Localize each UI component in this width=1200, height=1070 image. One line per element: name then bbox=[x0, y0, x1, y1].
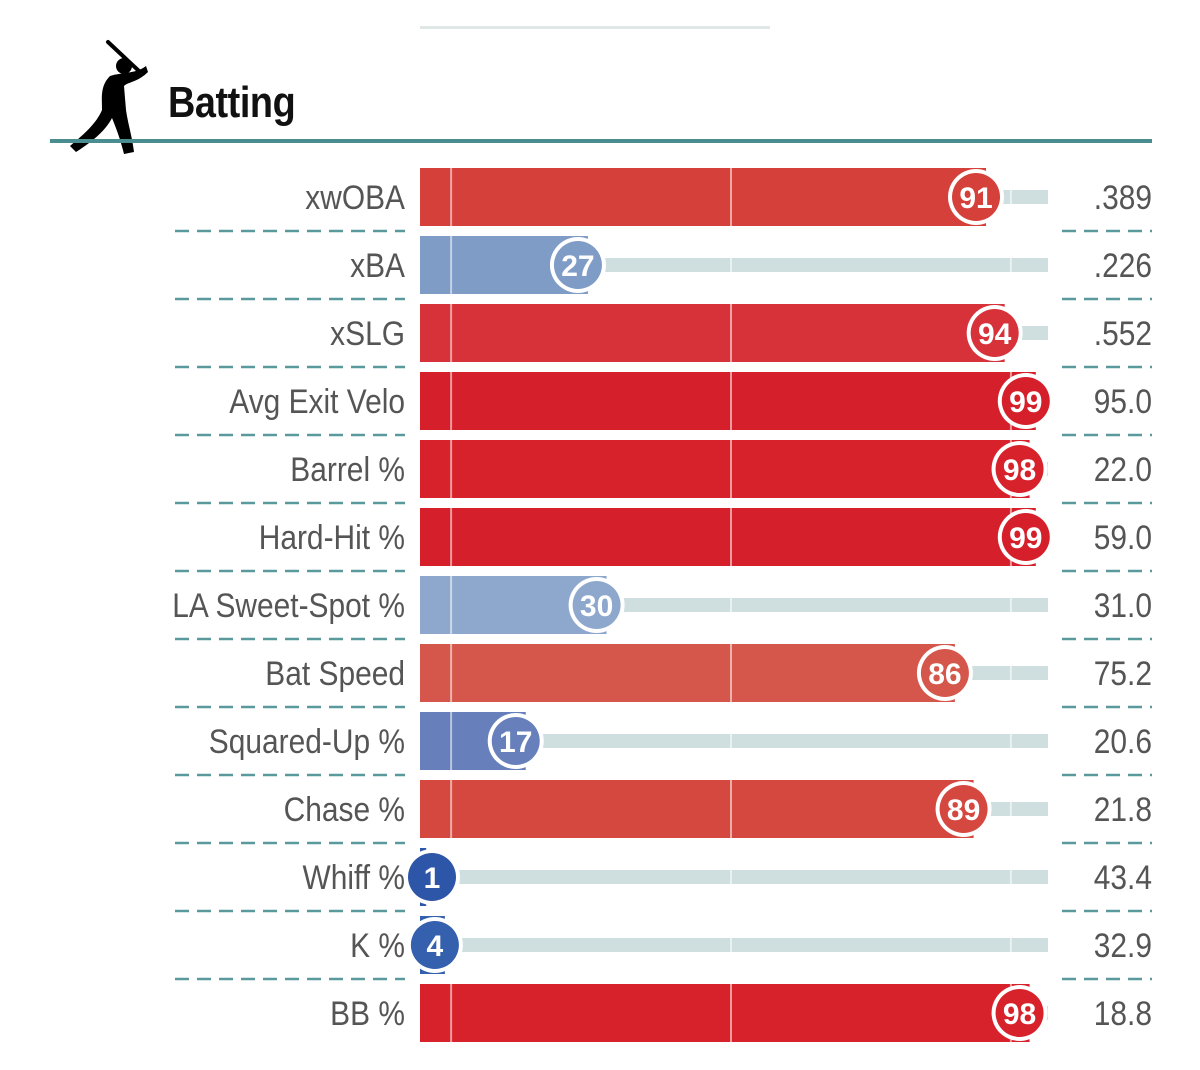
track-1 bbox=[587, 258, 1048, 272]
percentile-label: 99 bbox=[1009, 386, 1042, 419]
category-label: K % bbox=[350, 926, 405, 964]
batter-silhouette-icon bbox=[70, 40, 148, 154]
track-10 bbox=[426, 870, 1049, 884]
bar-12 bbox=[420, 984, 1030, 1042]
stat-value: 95.0 bbox=[1094, 382, 1152, 420]
section-title: Batting bbox=[168, 78, 296, 127]
chart-rows: 91 xwOBA .389 27 xBA .226 94 xSLG .552 99 Avg Exit… bbox=[172, 168, 1152, 1042]
category-label: xSLG bbox=[330, 314, 405, 352]
stat-value: .389 bbox=[1094, 178, 1152, 216]
percentile-bubble bbox=[995, 989, 1044, 1037]
bar-2 bbox=[420, 304, 1005, 362]
category-label: Hard-Hit % bbox=[259, 518, 405, 556]
stat-value: 43.4 bbox=[1094, 858, 1152, 896]
bar-7 bbox=[420, 644, 955, 702]
percentile-bubble bbox=[995, 445, 1044, 493]
percentile-label: 94 bbox=[978, 318, 1012, 351]
category-label: Bat Speed bbox=[265, 654, 405, 692]
category-label: Chase % bbox=[284, 790, 405, 828]
bar-9 bbox=[420, 780, 974, 838]
stat-value: 21.8 bbox=[1094, 790, 1152, 828]
track-7 bbox=[954, 666, 1048, 680]
category-label: Avg Exit Velo bbox=[229, 382, 405, 420]
percentile-label: 99 bbox=[1009, 522, 1042, 555]
percentile-bubble bbox=[491, 717, 540, 765]
category-label: Whiff % bbox=[302, 858, 405, 896]
bar-5 bbox=[420, 508, 1036, 566]
stat-value: 31.0 bbox=[1094, 586, 1152, 624]
percentile-bubble bbox=[1001, 513, 1050, 561]
category-label: LA Sweet-Spot % bbox=[172, 586, 405, 624]
stat-value: 18.8 bbox=[1094, 994, 1152, 1032]
stat-value: .226 bbox=[1094, 246, 1152, 284]
bar-4 bbox=[420, 440, 1030, 498]
category-label: xwOBA bbox=[305, 178, 405, 216]
stat-value: .552 bbox=[1094, 314, 1152, 352]
category-label: BB % bbox=[330, 994, 405, 1032]
stat-value: 75.2 bbox=[1094, 654, 1152, 692]
stat-value: 59.0 bbox=[1094, 518, 1152, 556]
section-header: Batting bbox=[0, 0, 1200, 154]
percentile-bubble bbox=[1001, 377, 1050, 425]
header-rule bbox=[50, 139, 1152, 143]
track-6 bbox=[606, 598, 1048, 612]
percentile-label: 86 bbox=[928, 658, 961, 691]
percentile-bubble bbox=[952, 173, 1001, 221]
stat-value: 20.6 bbox=[1094, 722, 1152, 760]
category-label: xBA bbox=[350, 246, 405, 284]
percentile-bubble bbox=[408, 853, 456, 901]
percentile-label: 98 bbox=[1003, 454, 1036, 487]
percentile-label: 89 bbox=[947, 794, 980, 827]
category-label: Barrel % bbox=[290, 450, 405, 488]
percentile-bubble bbox=[553, 241, 602, 289]
stat-value: 22.0 bbox=[1094, 450, 1152, 488]
bar-3 bbox=[420, 372, 1036, 430]
percentile-bubble bbox=[920, 649, 969, 697]
percentile-label: 1 bbox=[424, 862, 441, 895]
bar-0 bbox=[420, 168, 987, 226]
percentile-label: 17 bbox=[499, 726, 532, 759]
track-8 bbox=[525, 734, 1048, 748]
percentile-label: 4 bbox=[427, 930, 444, 963]
percentile-label: 27 bbox=[561, 250, 594, 283]
stat-value: 32.9 bbox=[1094, 926, 1152, 964]
category-label: Squared-Up % bbox=[209, 722, 405, 760]
track-11 bbox=[444, 938, 1048, 952]
percentile-label: 98 bbox=[1003, 998, 1036, 1031]
top-rule bbox=[420, 26, 770, 29]
percentile-bubble bbox=[410, 921, 459, 969]
percentile-bubble bbox=[970, 309, 1019, 357]
percentile-bubble bbox=[572, 581, 621, 629]
percentile-bubble bbox=[939, 785, 988, 833]
percentile-label: 30 bbox=[580, 590, 613, 623]
percentile-label: 91 bbox=[959, 182, 992, 215]
